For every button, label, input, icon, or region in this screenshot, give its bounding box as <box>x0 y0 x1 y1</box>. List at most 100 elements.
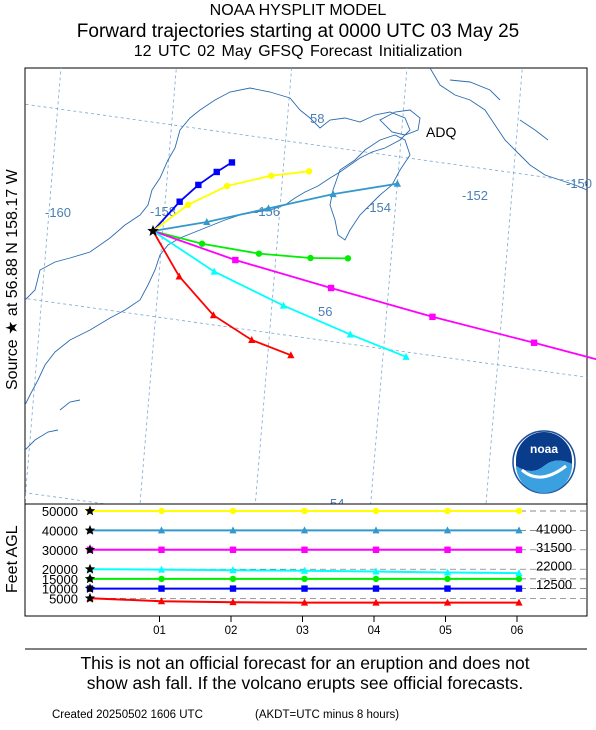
trajectory-point <box>184 201 192 209</box>
trajectory-point <box>268 172 275 179</box>
y-axis-unit-label: Feet AGL <box>1 505 23 620</box>
height-point <box>157 565 166 573</box>
map-frame <box>24 67 588 505</box>
meridian-line <box>592 45 596 621</box>
cook-inlet-shore <box>429 68 587 191</box>
height-point <box>444 546 451 553</box>
trajectory-10000 <box>152 159 236 232</box>
height-point <box>158 546 165 553</box>
height-series-40000 <box>84 524 523 535</box>
noaa-logo-text: noaa <box>530 442 558 456</box>
right-height-label: 31500 <box>536 540 572 555</box>
height-point <box>229 585 237 592</box>
header-trajectory-title: Forward trajectories starting at 0000 UT… <box>76 21 520 42</box>
height-series-50000 <box>84 505 523 516</box>
source-location-text: Source ★ at 56.88 N 158.17 W <box>4 168 21 390</box>
height-point <box>443 598 452 606</box>
height-start-star <box>84 583 96 593</box>
height-start-star <box>84 544 96 555</box>
height-point <box>229 566 237 574</box>
afognak-island <box>379 109 421 136</box>
header-initialization: 12 UTC 02 May GFSQ Forecast Initializati… <box>133 43 463 60</box>
x-tick-label-04: 04 <box>368 625 381 637</box>
y-tick-label-30000: 30000 <box>42 543 78 558</box>
height-point <box>229 546 237 553</box>
height-series-30000 <box>84 544 523 555</box>
x-tick-label-06: 06 <box>511 625 524 637</box>
meridian-line <box>370 68 408 504</box>
y-axis-unit-text: Feet AGL <box>4 525 21 593</box>
height-point <box>372 526 380 534</box>
height-point <box>372 585 380 592</box>
source-location-label: Source ★ at 56.88 N 158.17 W <box>1 70 23 500</box>
source-star-icon <box>147 225 159 236</box>
trajectory-point <box>175 272 183 280</box>
trajectory-point <box>264 204 273 212</box>
height-series-20000 <box>84 563 523 577</box>
height-point <box>300 566 309 574</box>
right-height-label: 12500 <box>536 577 572 592</box>
height-point <box>301 546 308 553</box>
trajectory-point <box>344 255 352 262</box>
right-height-label: 41000 <box>536 521 572 536</box>
height-panel-frame <box>24 503 588 617</box>
coastline-mainland <box>25 87 411 301</box>
disclaimer: This is not an official forecast for an … <box>25 653 585 693</box>
lat-label-56: 56 <box>318 304 332 319</box>
trajectory-point <box>329 190 337 198</box>
trajectory-point <box>346 330 354 338</box>
trajectory-tracks <box>152 159 596 361</box>
trajectory-point <box>203 218 211 226</box>
trajectory-point <box>305 168 313 175</box>
height-point <box>229 507 237 515</box>
height-point <box>515 598 523 606</box>
height-point <box>372 575 380 583</box>
height-point <box>515 585 523 592</box>
lon-label-152: -152 <box>462 188 488 203</box>
trajectory-point <box>287 351 295 359</box>
height-point <box>443 526 452 534</box>
height-point <box>229 526 237 534</box>
height-point <box>301 507 308 515</box>
trajectory-point <box>195 181 202 189</box>
islands-north <box>449 79 549 141</box>
lon-label-158: -158 <box>150 204 176 219</box>
y-tick-label-40000: 40000 <box>42 523 78 538</box>
height-point <box>372 546 380 553</box>
x-tick-label-05: 05 <box>439 625 452 637</box>
place-label-adq: ADQ <box>426 124 456 140</box>
y-tick-label-10000: 10000 <box>42 582 78 597</box>
x-tick-labels: 01 02 03 04 05 06 <box>153 616 523 637</box>
height-point <box>444 575 451 583</box>
height-point <box>372 598 380 606</box>
parallel-line <box>25 103 587 184</box>
height-series-15000 <box>84 573 523 584</box>
created-timestamp: Created 20250502 1606 UTC <box>52 709 203 721</box>
trajectory-point <box>198 240 206 247</box>
height-start-star <box>84 524 96 535</box>
shumagin-islands <box>25 399 81 451</box>
height-point <box>301 585 308 592</box>
coastline-peninsula <box>25 204 286 406</box>
trajectory-point <box>209 311 218 319</box>
trajectory-15000 <box>152 230 352 262</box>
trajectory-point <box>248 336 256 344</box>
map-coastline <box>25 68 587 451</box>
meridian-line <box>254 68 293 504</box>
height-point <box>515 546 523 553</box>
meridian-line <box>485 68 523 504</box>
trajectory-point <box>327 284 335 292</box>
trajectory-point <box>232 256 239 264</box>
trajectory-point <box>402 352 410 360</box>
trajectory-point <box>213 168 220 176</box>
height-point <box>372 507 380 515</box>
trajectory-20000 <box>152 230 410 360</box>
meridian-line <box>139 68 177 504</box>
height-point <box>515 526 523 534</box>
height-point <box>372 567 380 575</box>
trajectory-point <box>393 179 402 187</box>
right-height-labels: 41000 31500 22000 12500 <box>536 521 572 591</box>
parallel-line <box>25 298 587 378</box>
trajectory-line <box>152 230 596 361</box>
height-start-star <box>84 505 96 516</box>
